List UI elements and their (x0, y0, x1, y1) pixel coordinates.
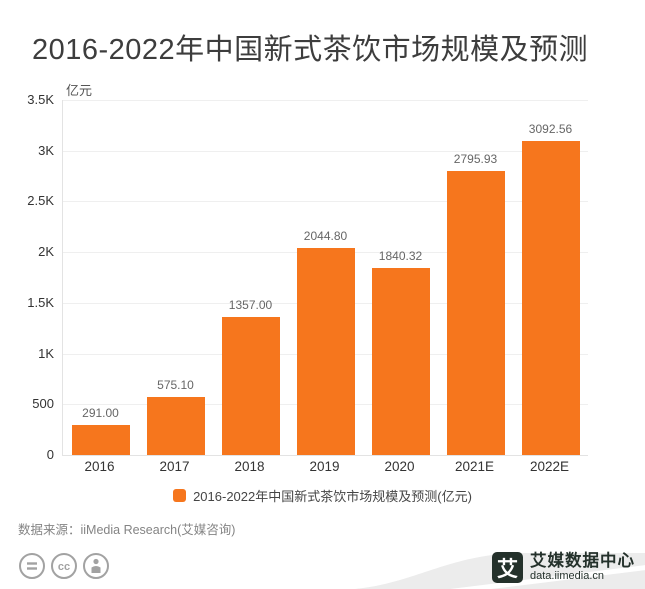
bar-category-slot: 2044.80 (288, 100, 363, 455)
license-icons: cc (18, 552, 110, 580)
bar-category-slot: 1840.32 (363, 100, 438, 455)
y-tick-label: 1.5K (27, 294, 54, 310)
equals-icon[interactable] (18, 552, 46, 580)
x-tick-label: 2018 (234, 459, 265, 474)
bar-value-label: 1840.32 (378, 249, 423, 264)
y-tick-label: 3K (38, 142, 54, 158)
bar-2017 (146, 396, 205, 455)
gridline (63, 150, 588, 152)
bar-2021E (446, 171, 505, 455)
x-tick-label: 2017 (159, 459, 190, 474)
x-tick-label: 2021E (454, 459, 495, 474)
y-tick-label: 1K (38, 345, 54, 361)
y-tick-label: 500 (32, 396, 54, 412)
bar-category-slot: 3092.56 (513, 100, 588, 455)
bar-category-slot: 575.10 (138, 100, 213, 455)
y-tick-label: 2.5K (27, 193, 54, 209)
data-source-text: 数据来源：iiMedia Research(艾媒咨询) (18, 523, 236, 537)
bar-value-label: 1357.00 (228, 298, 273, 313)
brand-name: 艾媒数据中心 (530, 551, 635, 570)
bar-value-label: 2795.93 (453, 152, 498, 167)
footer-bar: cc 艾 艾媒数据中心 data.iimedia.cn (0, 548, 645, 589)
bar-2020 (371, 268, 430, 455)
y-axis-unit-label: 亿元 (66, 83, 93, 98)
brand-url: data.iimedia.cn (530, 569, 604, 582)
chart-title: 2016-2022年中国新式茶饮市场规模及预测 (32, 34, 589, 66)
bar-value-label: 575.10 (157, 377, 194, 392)
cc-icon[interactable]: cc (50, 552, 78, 580)
bar-2019 (296, 247, 355, 455)
bar-value-label: 2044.80 (303, 228, 348, 243)
svg-text:cc: cc (58, 561, 70, 573)
x-tick-label: 2016 (84, 459, 115, 474)
bar-category-slot: 1357.00 (213, 100, 288, 455)
x-tick-label: 2022E (529, 459, 570, 474)
bar-2018 (221, 317, 280, 455)
y-tick-label: 2K (38, 244, 54, 260)
bar-category-slot: 291.00 (63, 100, 138, 455)
y-tick-label: 3.5K (27, 92, 54, 107)
bar-2016 (71, 425, 130, 455)
x-tick-label: 2020 (384, 459, 415, 474)
x-tick-label: 2019 (309, 459, 340, 474)
bar-value-label: 291.00 (82, 406, 119, 421)
legend[interactable]: 2016-2022年中国新式茶饮市场规模及预测(亿元) (0, 486, 645, 505)
bar-2022E (521, 141, 580, 455)
gridline (63, 100, 588, 101)
person-icon[interactable] (82, 552, 110, 580)
bar-value-label: 3092.56 (528, 122, 573, 137)
y-tick-label: 0 (46, 447, 54, 462)
legend-label: 2016-2022年中国新式茶饮市场规模及预测(亿元) (193, 489, 472, 504)
brand-logo[interactable]: 艾 艾媒数据中心 data.iimedia.cn (492, 552, 635, 583)
legend-swatch (173, 489, 187, 502)
bar-category-slot: 2795.93 (438, 100, 513, 455)
gridline (63, 201, 588, 203)
brand-logo-icon: 艾 (492, 552, 523, 583)
plot-area: 291.00 575.10 1357.00 2044.80 1840.32 2795.93… (62, 100, 588, 456)
